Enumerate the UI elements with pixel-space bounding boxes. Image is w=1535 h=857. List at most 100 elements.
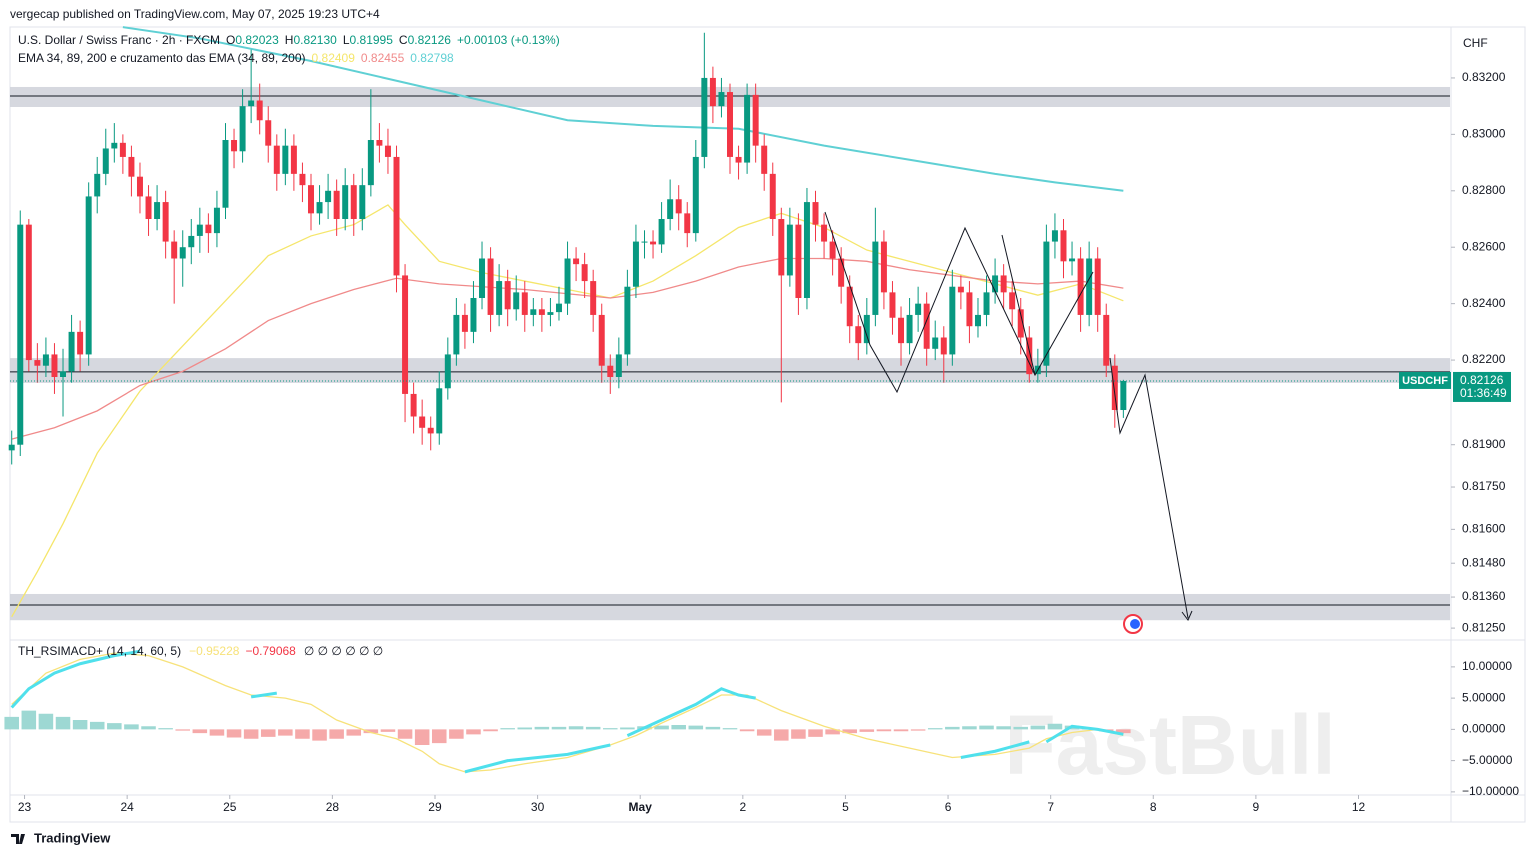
candle-body [915, 303, 922, 315]
candle-body [316, 202, 323, 214]
time-tick-label: 30 [531, 800, 545, 814]
arrow-head [1181, 610, 1193, 621]
histogram-bar [89, 721, 105, 730]
footer: TradingView [11, 830, 111, 845]
candle-body [701, 77, 708, 157]
candle-body [393, 156, 400, 276]
indicator-value: −0.95228 [189, 644, 240, 658]
histogram-bar [346, 729, 362, 736]
candle-body [1077, 258, 1084, 315]
ohlc-value: 0.82130 [293, 33, 337, 47]
time-tick-label: 8 [1150, 800, 1157, 814]
candle-body [1043, 241, 1050, 366]
ema-legend-text: EMA 34, 89, 200 e cruzamento das EMA (34… [18, 51, 306, 65]
ohlc-key: H [285, 33, 294, 47]
candle-body [1069, 258, 1076, 262]
candle-body [427, 427, 434, 434]
candle-body [496, 281, 503, 315]
histogram-bar [603, 728, 618, 730]
price-tick-label: 0.81750 [1462, 479, 1506, 493]
candle-body [949, 286, 956, 355]
candle-body [1111, 365, 1118, 411]
histogram-bar [124, 724, 139, 730]
histogram-bar [483, 729, 498, 732]
ohlc-value: 0.82023 [235, 33, 279, 47]
price-tick-label: 0.83000 [1462, 127, 1506, 141]
histogram-bar [414, 729, 430, 745]
candle-body [598, 314, 605, 366]
candle-body [333, 190, 340, 220]
price-badge-text: 0.82126 [1460, 373, 1504, 387]
candle-body [77, 331, 84, 355]
candle-body [504, 281, 511, 310]
histogram-bar [756, 729, 772, 736]
histogram-bar [876, 729, 892, 732]
histogram-bar [192, 729, 208, 734]
candle-body [17, 224, 24, 445]
candle-body [590, 281, 597, 315]
candle-body [692, 156, 699, 234]
candle-body [667, 199, 674, 220]
zone [10, 358, 1450, 383]
candle-body [282, 145, 289, 174]
candle-body [171, 241, 178, 259]
candle-body [769, 173, 776, 220]
indicator-title: TH_RSIMACD+ (14, 14, 60, 5) [18, 644, 181, 658]
candle-body [872, 241, 879, 315]
histogram-bar [996, 726, 1011, 730]
histogram-bar [705, 726, 721, 730]
histogram-bar [671, 725, 686, 730]
countdown-text: 01:36:49 [1460, 386, 1507, 400]
candle-body [273, 145, 280, 174]
candle-body [1103, 314, 1110, 366]
candle-body [231, 140, 238, 152]
price-tick-label: 0.83200 [1462, 70, 1506, 84]
candle-body [898, 317, 905, 344]
histogram-bar [278, 729, 293, 736]
ohlc-value: 0.82126 [408, 33, 452, 47]
candle-body [256, 100, 263, 121]
histogram-bar [175, 729, 190, 731]
histogram-bar [141, 726, 156, 730]
time-tick-label: 5 [842, 800, 849, 814]
candle-body [479, 258, 486, 299]
candle-body [94, 173, 101, 197]
publisher: vergecap published on TradingView.com, M… [10, 7, 380, 21]
candle-body [461, 314, 468, 332]
histogram-bar [329, 729, 344, 739]
candle-body [761, 145, 768, 174]
marks: 0.83200 0.83000 0.82800 0.82600 0.82400 0.822… [4, 26, 1519, 814]
candle-body [803, 202, 810, 299]
time-tick-label: 9 [1253, 800, 1260, 814]
indicator-value: −0.79068 [245, 644, 296, 658]
candle-body [821, 224, 828, 242]
candle-body [154, 202, 161, 220]
candle-body [1094, 258, 1101, 315]
line [464, 743, 611, 774]
histogram-bar [722, 728, 738, 730]
time-tick-label: 2 [739, 800, 746, 814]
indicator-tick-label: 5.00000 [1462, 690, 1506, 704]
candle-body [128, 156, 135, 177]
histogram-bar [380, 729, 396, 732]
time-tick-label: May [629, 800, 653, 814]
candle-body [983, 292, 990, 315]
candle-body [350, 185, 357, 220]
candle-body [932, 337, 939, 349]
drawings [824, 211, 1193, 621]
line [10, 649, 141, 709]
symbol-legend: U.S. Dollar / Swiss Franc · 2h · FXCM O0.… [18, 33, 560, 47]
candle-body [248, 100, 255, 107]
indicator-tick-label: 10.00000 [1462, 659, 1512, 673]
price-badge [1453, 371, 1511, 402]
candle-body [607, 365, 614, 378]
candle-body [923, 303, 930, 349]
candle-body [838, 258, 845, 287]
time-tick-label: 12 [1352, 800, 1366, 814]
candle-body [727, 92, 733, 157]
watermark: FastBull [1004, 698, 1335, 792]
price-tick-label: 0.82600 [1462, 239, 1506, 253]
candle-body [624, 286, 631, 355]
